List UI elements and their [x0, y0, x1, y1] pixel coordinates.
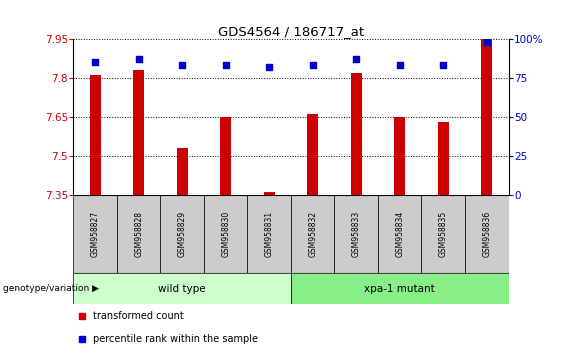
Bar [351, 73, 362, 195]
Bar [204, 195, 247, 273]
Text: GSM958836: GSM958836 [483, 211, 491, 257]
Bar [73, 195, 117, 273]
Title: GDS4564 / 186717_at: GDS4564 / 186717_at [218, 25, 364, 38]
Point [396, 63, 405, 68]
Point [308, 63, 318, 68]
Bar [421, 195, 465, 273]
Bar [90, 75, 101, 195]
Text: GSM958835: GSM958835 [439, 211, 447, 257]
Point [90, 59, 100, 65]
Bar [247, 195, 291, 273]
Text: GSM958834: GSM958834 [396, 211, 404, 257]
Bar [133, 70, 144, 195]
Bar [307, 114, 318, 195]
Point [264, 64, 274, 70]
Bar [160, 195, 204, 273]
Text: GSM958829: GSM958829 [178, 211, 186, 257]
Point [483, 39, 492, 45]
Bar [291, 273, 508, 304]
Bar [291, 195, 334, 273]
Text: GSM958831: GSM958831 [265, 211, 273, 257]
Bar [73, 273, 291, 304]
Text: transformed count: transformed count [93, 311, 184, 321]
Text: genotype/variation ▶: genotype/variation ▶ [3, 284, 99, 293]
Bar [220, 117, 231, 195]
Point [351, 56, 361, 62]
Text: wild type: wild type [158, 284, 206, 293]
Bar [334, 195, 378, 273]
Bar [117, 195, 160, 273]
Text: GSM958830: GSM958830 [221, 211, 230, 257]
Bar [438, 122, 449, 195]
Bar [264, 192, 275, 195]
Bar [394, 117, 405, 195]
Point [177, 63, 186, 68]
Text: GSM958827: GSM958827 [91, 211, 99, 257]
Bar [465, 195, 508, 273]
Text: GSM958832: GSM958832 [308, 211, 317, 257]
Point [221, 63, 231, 68]
Text: GSM958833: GSM958833 [352, 211, 360, 257]
Text: xpa-1 mutant: xpa-1 mutant [364, 284, 435, 293]
Text: percentile rank within the sample: percentile rank within the sample [93, 334, 258, 344]
Bar [481, 39, 492, 195]
Point [438, 63, 447, 68]
Text: GSM958828: GSM958828 [134, 211, 143, 257]
Bar [378, 195, 421, 273]
Point [134, 56, 144, 62]
Bar [177, 148, 188, 195]
